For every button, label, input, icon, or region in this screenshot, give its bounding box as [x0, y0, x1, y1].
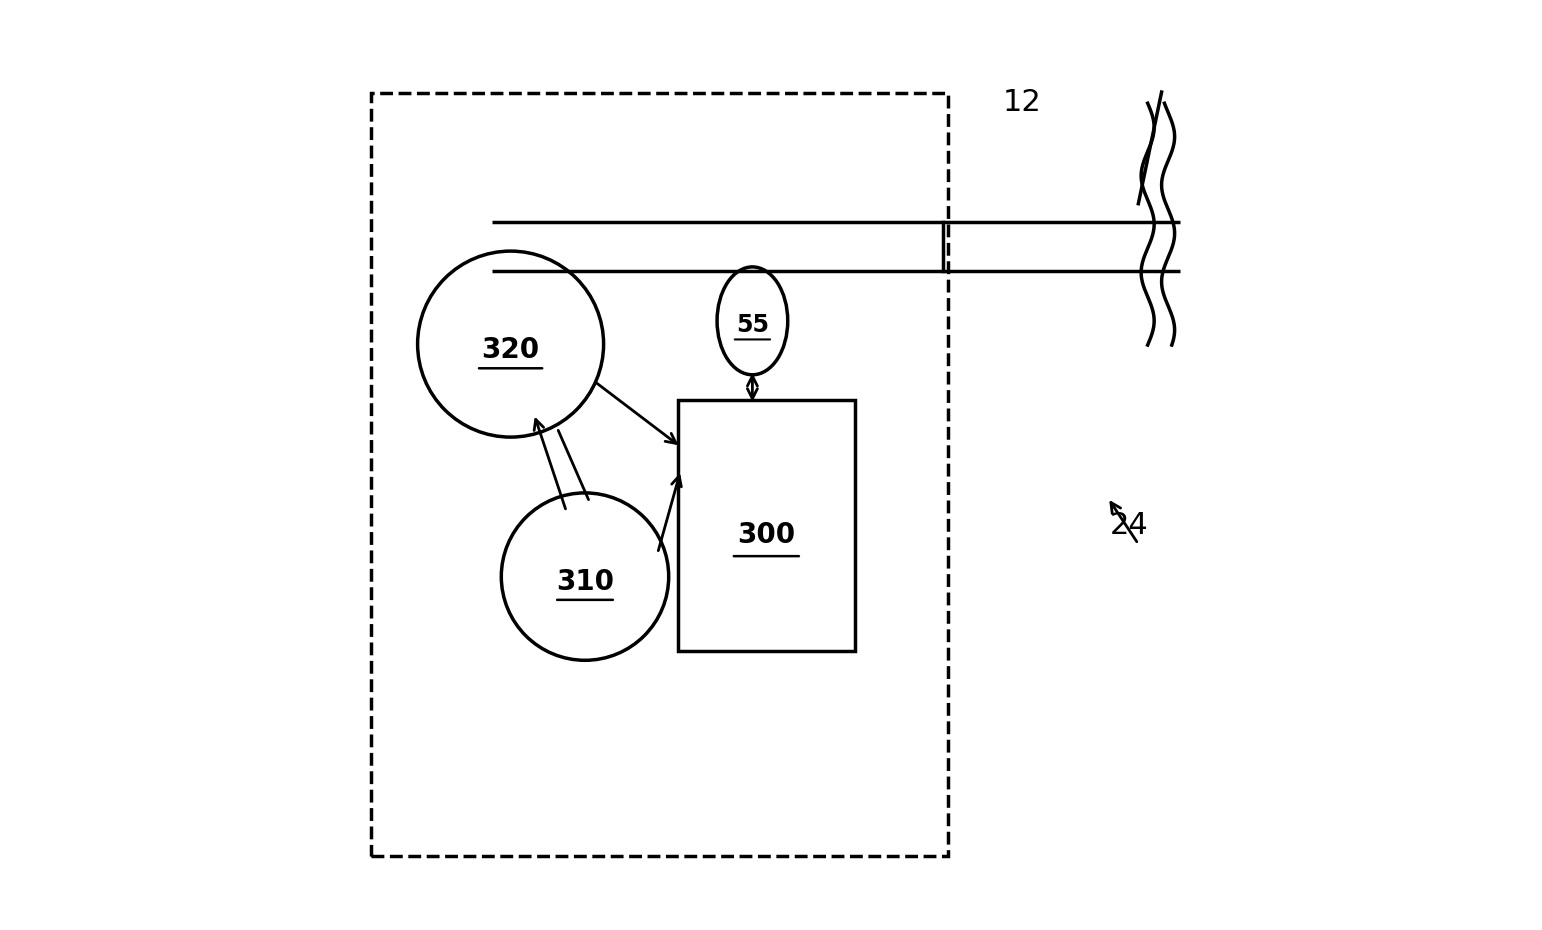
Bar — [678, 400, 854, 651]
Ellipse shape — [717, 267, 788, 375]
Text: 12: 12 — [1002, 87, 1041, 117]
Text: 24: 24 — [1110, 511, 1149, 540]
Text: 55: 55 — [736, 312, 769, 337]
Circle shape — [501, 493, 669, 660]
Text: 320: 320 — [481, 336, 540, 364]
Circle shape — [418, 251, 603, 437]
Text: 300: 300 — [737, 521, 796, 549]
Text: 310: 310 — [557, 568, 614, 596]
